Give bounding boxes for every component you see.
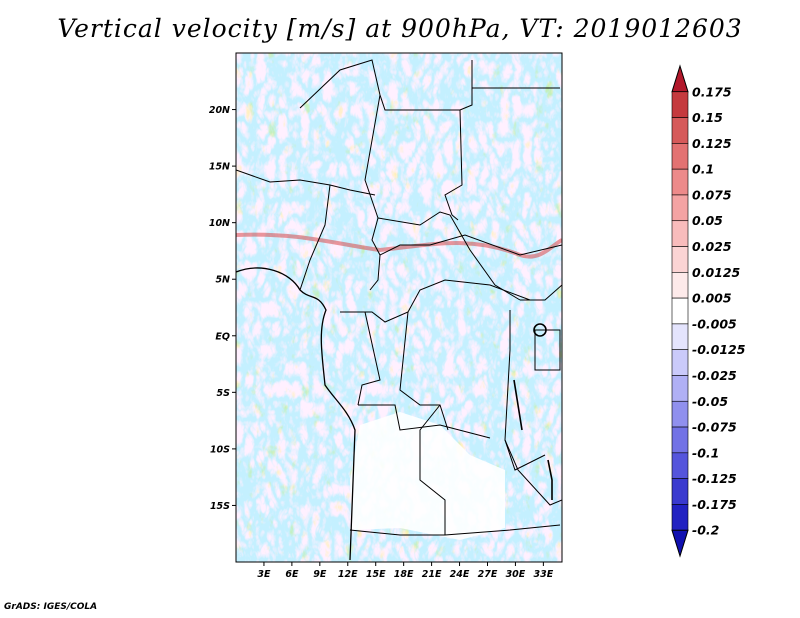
- colorbar-level-label: 0.025: [692, 239, 732, 254]
- lon-tick-label: 3E: [257, 569, 271, 580]
- country-borders: [236, 59, 562, 536]
- lat-tick-label: 15S: [210, 501, 230, 512]
- colorbar-swatch: [671, 194, 689, 222]
- colorbar-swatch: [671, 117, 689, 144]
- colorbar-cap-top: [671, 64, 689, 93]
- map-title: Vertical velocity [m/s] at 900hPa, VT: 2…: [57, 14, 743, 43]
- lon-tick-label: 18E: [394, 569, 414, 580]
- lon-tick-label: 12E: [338, 569, 358, 580]
- lon-tick-label: 9E: [313, 569, 327, 580]
- colorbar-level-label: -0.125: [692, 471, 737, 486]
- colorbar-level-label: -0.0125: [692, 342, 746, 357]
- lon-tick-label: 33E: [534, 569, 554, 580]
- lat-tick-label: EQ: [215, 331, 230, 342]
- colorbar-swatch: [671, 220, 689, 247]
- colorbar-swatch: [671, 504, 689, 531]
- colorbar-level-label: -0.05: [692, 394, 728, 409]
- colorbar-level-label: -0.075: [692, 420, 737, 435]
- colorbar-level-label: 0.075: [692, 187, 732, 202]
- colorbar-level-label: -0.2: [692, 523, 719, 538]
- colorbar-swatch: [671, 246, 689, 273]
- colorbar-level-label: -0.005: [692, 316, 737, 331]
- latitude-axis: 20N 15N 10N 5N EQ 5S 10S 15S: [209, 105, 236, 512]
- colorbar-level-label: 0.15: [692, 110, 723, 125]
- colorbar-level-label: 0.1: [692, 162, 714, 177]
- lat-tick-label: 15N: [209, 162, 230, 173]
- longitude-axis: 3E 6E 9E 12E 15E 18E 21E 24E 27E 30E 33E: [257, 562, 554, 580]
- lon-tick-label: 6E: [285, 569, 299, 580]
- lon-tick-label: 30E: [506, 569, 526, 580]
- lat-tick-label: 5S: [217, 388, 231, 399]
- colorbar-swatch: [671, 143, 689, 170]
- colorbar-level-label: 0.125: [692, 136, 732, 151]
- colorbar-swatch: [671, 452, 689, 479]
- lakes: [513, 323, 553, 500]
- low-signal-region: [350, 412, 505, 540]
- coastline: [236, 267, 356, 561]
- colorbar-swatch: [671, 323, 689, 350]
- lon-tick-label: 24E: [450, 569, 470, 580]
- colorbar-swatch: [671, 478, 689, 505]
- colorbar-swatch: [671, 168, 689, 196]
- colorbar-level-label: -0.1: [692, 445, 719, 460]
- colorbar-level-label: -0.025: [692, 368, 737, 383]
- colorbar-swatch: [671, 297, 689, 325]
- lat-tick-label: 20N: [209, 105, 230, 116]
- colorbar-cap-bottom: [671, 529, 689, 558]
- colorbar-swatch: [671, 349, 689, 376]
- map-panel: [236, 53, 562, 562]
- colorbar-level-label: 0.005: [692, 291, 732, 306]
- colorbar-swatch: [671, 400, 689, 428]
- colorbar: 0.175 0.15 0.125 0.1 0.075 0.05 0.025 0.0125 0.0…: [671, 64, 746, 558]
- lon-tick-label: 27E: [478, 569, 498, 580]
- colorbar-level-label: 0.05: [692, 213, 723, 228]
- lon-tick-label: 21E: [422, 569, 442, 580]
- colorbar-swatch: [671, 91, 689, 118]
- lat-tick-label: 10S: [210, 444, 230, 455]
- map-frame: [235, 52, 563, 563]
- colorbar-level-label: -0.175: [692, 497, 737, 512]
- colorbar-swatch: [671, 375, 689, 402]
- colorbar-swatch: [671, 272, 689, 299]
- colorbar-level-label: 0.175: [692, 84, 732, 99]
- colorbar-swatch: [671, 426, 689, 454]
- lat-tick-label: 5N: [215, 275, 230, 286]
- lat-tick-label: 10N: [209, 218, 230, 229]
- lon-tick-label: 15E: [366, 569, 386, 580]
- credit-label: GrADS: IGES/COLA: [4, 602, 98, 612]
- colorbar-level-label: 0.0125: [692, 265, 741, 280]
